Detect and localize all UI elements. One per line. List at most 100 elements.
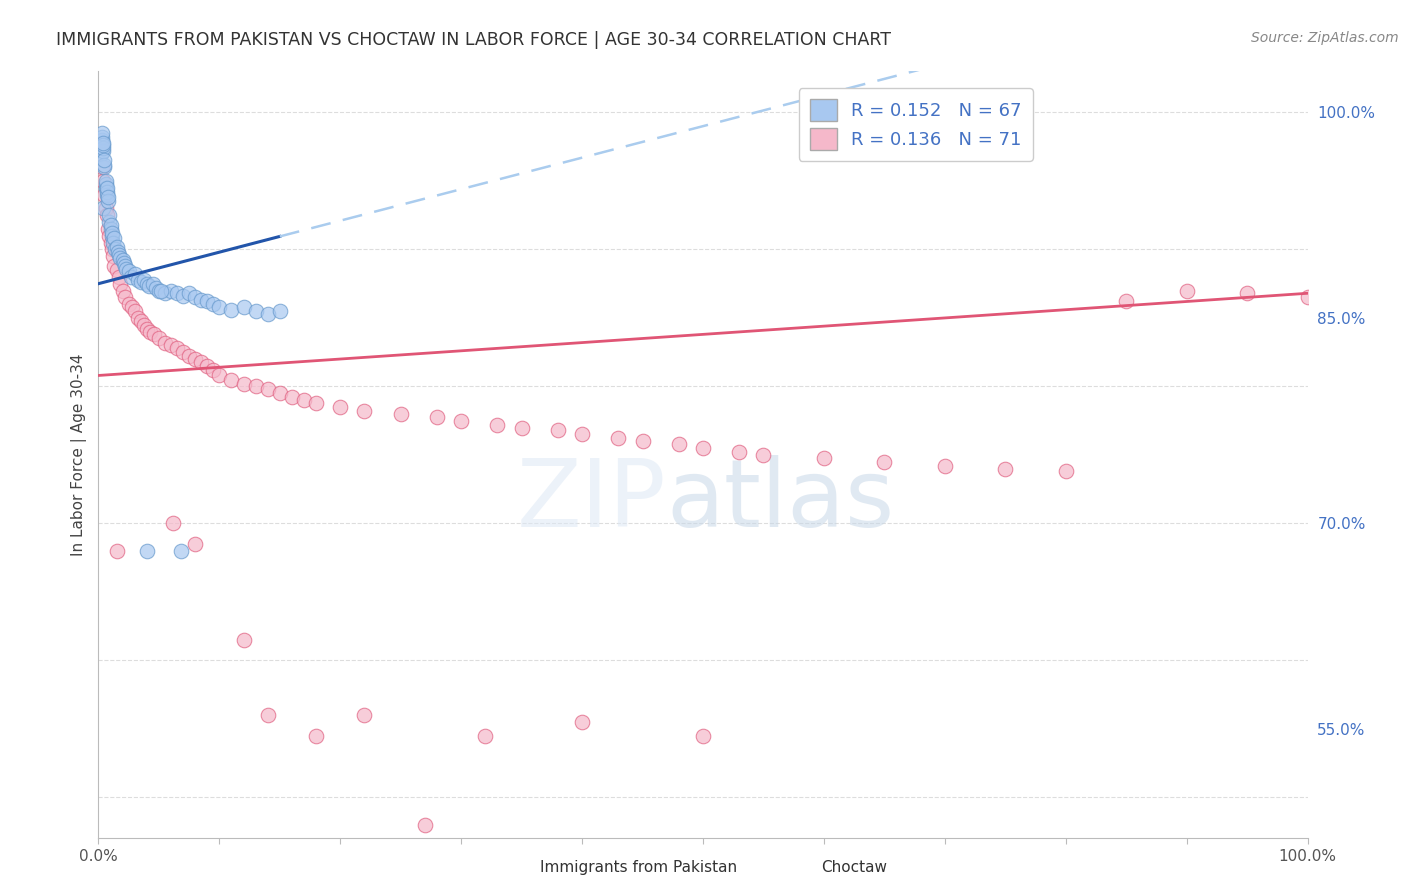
Point	[169, 543, 191, 558]
Point	[108, 248, 131, 262]
Point	[692, 441, 714, 455]
Point	[103, 259, 125, 273]
Point	[256, 382, 278, 396]
Y-axis label: In Labor Force | Age 30-34: In Labor Force | Age 30-34	[72, 353, 87, 557]
Point	[269, 386, 291, 401]
Point	[474, 729, 496, 743]
Point	[143, 327, 166, 342]
Point	[232, 376, 254, 391]
Point	[195, 359, 218, 373]
Point	[486, 417, 509, 432]
Point	[91, 138, 114, 153]
Point	[98, 208, 121, 222]
Point	[135, 543, 157, 558]
Text: atlas: atlas	[666, 455, 896, 547]
Point	[179, 349, 201, 363]
Point	[166, 341, 188, 355]
Point	[631, 434, 654, 449]
Point	[90, 139, 112, 153]
Point	[96, 181, 118, 195]
Point	[94, 177, 117, 191]
Text: ZIP: ZIP	[517, 455, 666, 547]
Point	[93, 153, 115, 168]
Point	[108, 269, 131, 284]
Point	[91, 136, 114, 150]
Point	[150, 284, 173, 298]
Point	[692, 729, 714, 743]
Point	[98, 228, 121, 243]
Point	[752, 448, 775, 462]
Point	[139, 325, 162, 339]
Point	[190, 293, 212, 307]
Point	[256, 307, 278, 321]
Point	[134, 272, 156, 286]
Point	[100, 235, 122, 250]
Point	[1236, 286, 1258, 301]
Point	[127, 310, 149, 325]
Point	[105, 543, 128, 558]
Point	[135, 277, 157, 291]
Point	[105, 263, 128, 277]
Point	[98, 215, 121, 229]
Point	[232, 632, 254, 647]
Point	[104, 243, 127, 257]
Point	[195, 294, 218, 309]
Point	[145, 281, 167, 295]
Point	[221, 302, 243, 317]
Point	[97, 190, 120, 204]
Point	[127, 272, 149, 286]
Point	[129, 276, 152, 290]
Point	[124, 267, 146, 281]
Point	[353, 708, 375, 723]
Point	[232, 300, 254, 314]
Point	[153, 286, 176, 301]
Point	[1175, 284, 1198, 298]
Point	[135, 322, 157, 336]
Point	[114, 290, 136, 304]
Point	[668, 437, 690, 451]
Point	[166, 286, 188, 301]
Point	[94, 202, 117, 216]
Point	[413, 818, 436, 832]
Point	[208, 368, 231, 383]
Point	[450, 414, 472, 428]
Point	[90, 146, 112, 161]
Point	[91, 161, 114, 175]
Point	[107, 245, 129, 260]
Point	[111, 284, 134, 298]
Point	[97, 222, 120, 236]
Point	[121, 300, 143, 314]
Point	[329, 400, 352, 414]
Point	[97, 194, 120, 209]
Point	[91, 141, 114, 155]
Point	[148, 284, 170, 298]
Point	[91, 126, 114, 140]
Point	[160, 284, 183, 298]
Point	[162, 516, 184, 531]
Point	[221, 373, 243, 387]
Point	[91, 136, 114, 150]
Point	[571, 427, 593, 442]
Point	[134, 318, 156, 332]
Point	[91, 174, 114, 188]
Point	[934, 458, 956, 473]
Point	[91, 144, 114, 158]
Point	[96, 185, 118, 199]
Text: Immigrants from Pakistan: Immigrants from Pakistan	[540, 861, 737, 875]
Text: Source: ZipAtlas.com: Source: ZipAtlas.com	[1251, 31, 1399, 45]
Point	[108, 251, 131, 265]
Point	[120, 269, 142, 284]
Point	[142, 277, 165, 291]
Point	[129, 314, 152, 328]
Point	[148, 331, 170, 345]
Point	[100, 228, 122, 243]
Point	[91, 130, 114, 145]
Point	[100, 218, 122, 232]
Point	[305, 396, 328, 410]
Point	[269, 304, 291, 318]
Point	[112, 256, 135, 270]
Point	[1054, 464, 1077, 478]
Point	[91, 133, 114, 147]
Point	[547, 423, 569, 437]
Point	[91, 202, 114, 216]
